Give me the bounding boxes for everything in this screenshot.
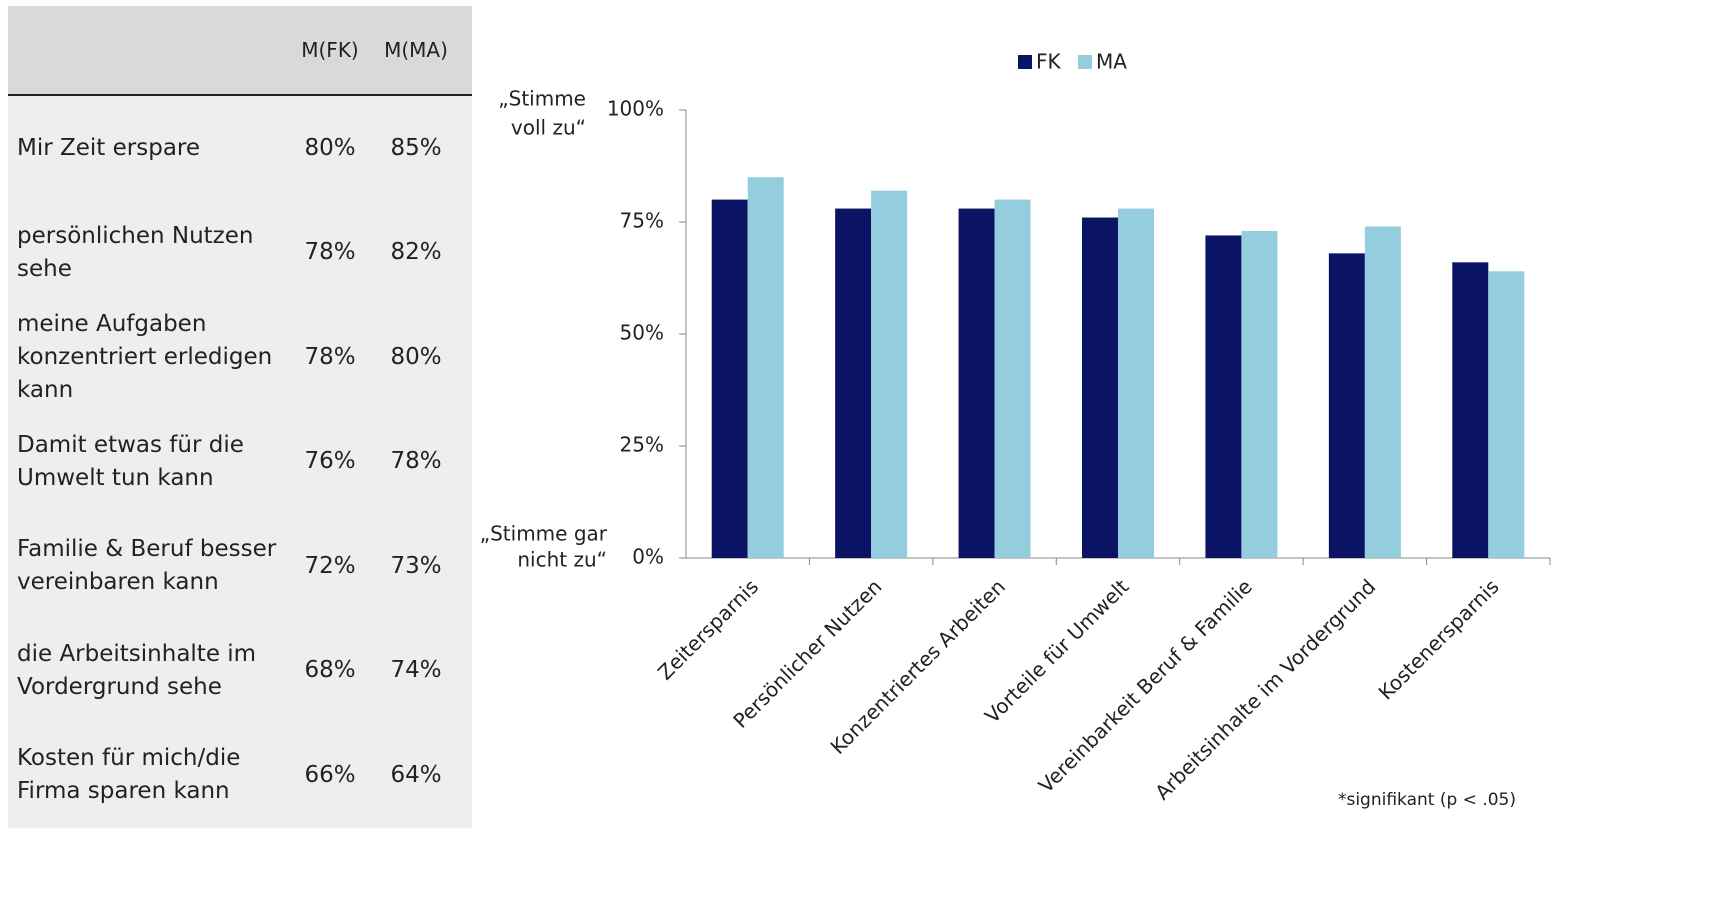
table-cell: 72% <box>304 552 356 579</box>
bar <box>1488 271 1525 558</box>
y-tick-label: 0% <box>632 545 664 569</box>
table-cell: Familie & Beruf besser vereinbaren kann <box>17 536 277 596</box>
y-tick-label: 50% <box>620 321 664 345</box>
footnote: *signifikant (p < .05) <box>1338 790 1516 810</box>
table-cell: Damit etwas für die Umwelt tun kann <box>17 431 244 491</box>
y-axis-note: „Stimme gar <box>480 522 608 546</box>
bar <box>1082 217 1118 558</box>
bar <box>1205 235 1242 558</box>
x-tick-label: Arbeitsinhalte im Vordergrund <box>1150 574 1380 804</box>
table-row: Familie & Beruf besser vereinbaren kann 7… <box>8 514 472 619</box>
table-row: meine Aufgaben konzentriert erledigen ka… <box>8 305 472 410</box>
bar <box>994 199 1031 558</box>
table-header: M(FK) M(MA) <box>8 6 472 96</box>
bar <box>747 177 784 558</box>
table-cell: 82% <box>390 239 442 266</box>
table-row: persönlichen Nutzen sehe 78% 82% <box>8 200 472 305</box>
y-axis-note: nicht zu“ <box>517 548 607 572</box>
bar <box>958 208 995 558</box>
table-cell: 78% <box>304 239 356 266</box>
bar <box>711 199 748 558</box>
table-cell: 73% <box>390 552 442 579</box>
y-axis-note: „Stimme <box>498 87 586 111</box>
bar <box>1364 226 1401 559</box>
table-cell: die Arbeitsinhalte im Vordergrund sehe <box>17 640 257 700</box>
table-cell: 66% <box>304 761 356 788</box>
table-cell: 74% <box>390 657 442 684</box>
table-cell: 76% <box>304 448 356 475</box>
y-tick-label: 100% <box>607 97 664 121</box>
bar <box>1241 230 1278 558</box>
table-cell: 80% <box>390 343 442 370</box>
legend-swatch <box>1018 55 1032 69</box>
bar <box>1118 208 1154 558</box>
bar <box>835 208 872 558</box>
header-cell: M(MA) <box>384 38 448 62</box>
x-tick-label: Vereinbarkeit Beruf & Familie <box>1034 574 1257 797</box>
table-row: Kosten für mich/die Firma sparen kann 66%… <box>8 723 472 828</box>
table-row: die Arbeitsinhalte im Vordergrund sehe 68… <box>8 618 472 723</box>
y-tick-label: 25% <box>620 433 664 457</box>
table-row: Damit etwas für die Umwelt tun kann 76% 78… <box>8 409 472 514</box>
y-tick-label: 75% <box>620 209 664 233</box>
legend-label: FK <box>1036 50 1062 74</box>
table-cell: 85% <box>390 134 442 161</box>
header-cell: M(FK) <box>301 38 359 62</box>
table-cell: persönlichen Nutzen sehe <box>17 222 254 282</box>
y-axis-note: voll zu“ <box>511 116 586 140</box>
x-tick-label: Zeitersparnis <box>653 574 763 684</box>
legend-label: MA <box>1096 50 1127 74</box>
bar <box>871 190 908 558</box>
table-cell: Kosten für mich/die Firma sparen kann <box>17 745 241 805</box>
table-cell: 80% <box>304 134 356 161</box>
table-cell: 78% <box>390 448 442 475</box>
table-cell: 64% <box>390 761 442 788</box>
x-tick-label: Kostenersparnis <box>1374 574 1504 704</box>
table-row: Mir Zeit erspare 80% 85% <box>8 96 472 201</box>
table-cell: meine Aufgaben konzentriert erledigen ka… <box>17 310 273 403</box>
bar <box>1452 262 1489 558</box>
table: M(FK) M(MA) Mir Zeit erspare 80% 85% persönli… <box>8 6 472 828</box>
table-cell: 68% <box>304 657 356 684</box>
legend-swatch <box>1078 55 1092 69</box>
table-cell: 78% <box>304 343 356 370</box>
bar <box>1328 253 1365 559</box>
table-cell: Mir Zeit erspare <box>17 134 201 161</box>
